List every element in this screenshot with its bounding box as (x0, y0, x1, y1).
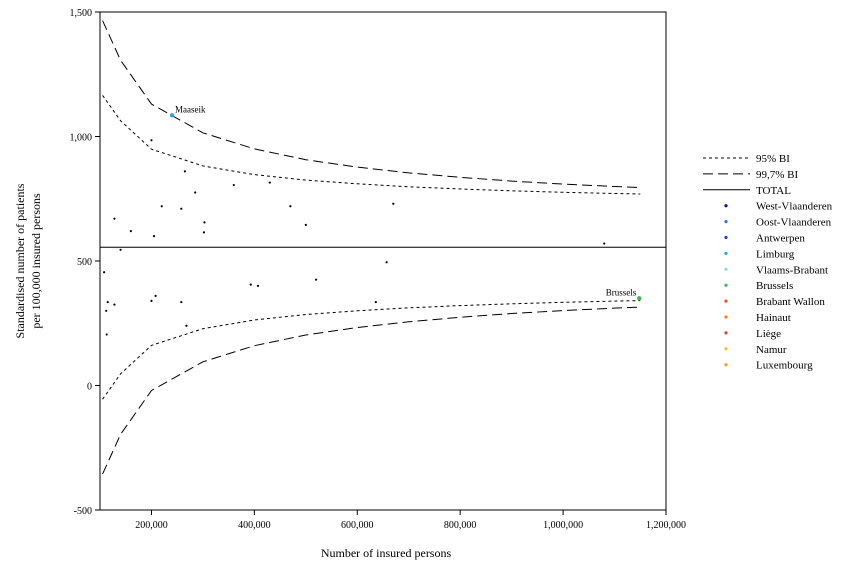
legend-label: Limburg (756, 248, 795, 260)
y-tick-label: -500 (74, 506, 92, 517)
x-axis-title: Number of insured persons (321, 546, 452, 560)
x-tick-label: 1,200,000 (646, 520, 686, 531)
data-point (392, 202, 395, 205)
data-point (256, 284, 260, 287)
y-tick-label: 1,000 (70, 133, 93, 144)
legend-label: Brabant Wallon (756, 296, 825, 308)
legend-label: Luxembourg (756, 360, 813, 372)
legend-swatch-dot (724, 267, 728, 271)
data-point (113, 217, 116, 220)
data-point (202, 231, 206, 234)
data-point (113, 303, 116, 306)
data-point (304, 223, 307, 226)
x-tick-label: 400,000 (238, 520, 271, 531)
legend-label: Oost-Vlaanderen (756, 217, 832, 229)
data-point (185, 324, 188, 327)
legend-label: TOTAL (756, 185, 791, 197)
legend-label: Hainaut (756, 312, 791, 324)
ci997-lower-line (102, 306, 641, 475)
point-annotation: Maaseik (175, 104, 206, 114)
legend-swatch-dot (724, 363, 728, 367)
data-point (180, 300, 183, 304)
legend-swatch-dot (724, 251, 728, 255)
legend-swatch-dot (724, 299, 728, 303)
data-point (105, 333, 108, 336)
legend-label: Brussels (756, 280, 793, 292)
data-point (374, 300, 377, 304)
data-point (119, 248, 122, 251)
confidence-limits (100, 20, 666, 475)
highlighted-point (169, 113, 175, 118)
x-tick-label: 200,000 (135, 520, 168, 531)
x-tick-label: 1,000,000 (543, 520, 583, 531)
legend-label: Antwerpen (756, 233, 805, 245)
data-points: Maaseik Brussels (103, 104, 642, 336)
legend-label: West-Vlaanderen (756, 201, 833, 213)
legend-swatch-dot (724, 315, 728, 319)
ci95-upper-line (102, 95, 641, 195)
x-tick-label: 600,000 (341, 520, 374, 531)
data-point (103, 271, 106, 274)
x-axis: 200,000 400,000 600,000 800,000 1,000,000 1,2… (135, 510, 686, 531)
data-point (203, 221, 206, 224)
legend: 95% BI 99,7% BI TOTAL West-Vlaanderen Oost-V… (703, 153, 833, 372)
y-axis-title-line-2: per 100,000 insured persons (29, 193, 43, 329)
data-point (249, 283, 252, 286)
data-point (105, 309, 108, 312)
data-point (268, 181, 271, 184)
ci95-lower-line (102, 300, 641, 400)
data-point (194, 191, 197, 194)
legend-label: Namur (756, 344, 787, 356)
ci997-upper-line (102, 20, 641, 188)
point-annotation: Brussels (606, 287, 637, 297)
legend-swatch-dot (724, 235, 728, 240)
data-point (232, 183, 235, 187)
data-point (129, 230, 132, 233)
highlighted-point (637, 296, 642, 301)
plot-area: Maaseik Brussels (99, 11, 667, 511)
data-point (315, 278, 318, 281)
y-axis-title-line-1: Standardised number of patients (13, 183, 27, 338)
data-point (603, 242, 606, 245)
legend-label: 95% BI (756, 153, 790, 165)
y-tick-label: 0 (87, 382, 92, 393)
x-tick-label: 800,000 (444, 520, 477, 531)
legend-label: 99,7% BI (756, 169, 799, 181)
data-point (289, 205, 292, 208)
legend-label: Liège (756, 328, 781, 340)
legend-swatch-dot (724, 347, 728, 351)
data-point (154, 294, 157, 297)
data-point (183, 170, 186, 173)
data-point (180, 207, 183, 210)
y-tick-label: 500 (77, 257, 92, 268)
data-point (150, 139, 153, 142)
plot-frame (99, 11, 667, 511)
legend-swatch-dot (724, 331, 728, 335)
y-axis: -500 0 500 1,000 1,500 (70, 8, 100, 517)
data-point (152, 235, 156, 238)
data-point (385, 261, 388, 264)
legend-swatch-dot (724, 204, 728, 208)
data-point (106, 300, 109, 304)
data-point (150, 299, 153, 302)
legend-swatch-dot (724, 283, 728, 287)
legend-label: Vlaams-Brabant (756, 264, 828, 276)
y-tick-label: 1,500 (70, 8, 93, 19)
data-point (160, 205, 163, 208)
legend-swatch-dot (724, 220, 728, 224)
